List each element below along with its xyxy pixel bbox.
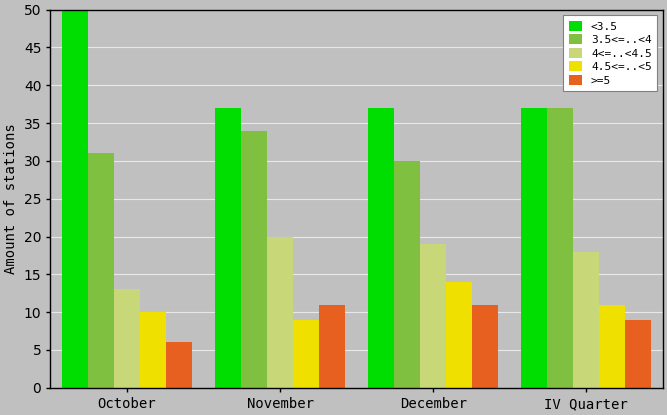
- Bar: [88, 154, 114, 388]
- Bar: [166, 342, 192, 388]
- Bar: [472, 305, 498, 388]
- Bar: [319, 305, 345, 388]
- Bar: [241, 131, 267, 388]
- Bar: [547, 108, 573, 388]
- Bar: [394, 161, 420, 388]
- Bar: [62, 10, 88, 388]
- Bar: [215, 108, 241, 388]
- Bar: [368, 108, 394, 388]
- Bar: [599, 305, 626, 388]
- Bar: [114, 290, 140, 388]
- Bar: [573, 251, 599, 388]
- Bar: [140, 312, 166, 388]
- Bar: [521, 108, 547, 388]
- Bar: [293, 320, 319, 388]
- Bar: [626, 320, 652, 388]
- Bar: [446, 282, 472, 388]
- Bar: [420, 244, 446, 388]
- Bar: [267, 237, 293, 388]
- Y-axis label: Amount of stations: Amount of stations: [4, 123, 18, 274]
- Legend: <3.5, 3.5<=..<4, 4<=..<4.5, 4.5<=..<5, >=5: <3.5, 3.5<=..<4, 4<=..<4.5, 4.5<=..<5, >…: [563, 15, 657, 91]
